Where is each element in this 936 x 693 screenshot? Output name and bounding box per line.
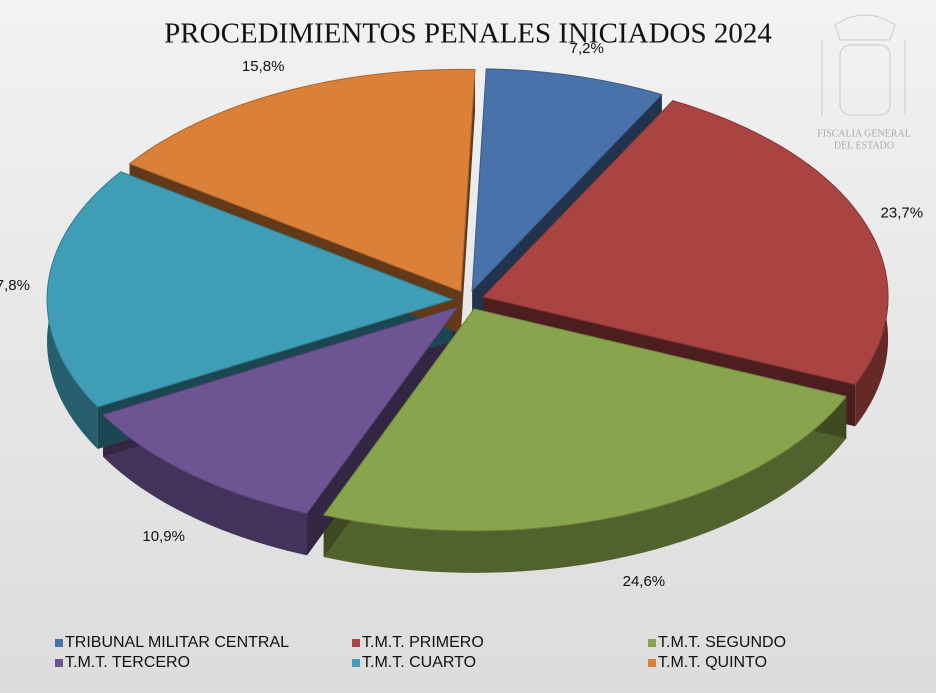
legend-label: TRIBUNAL MILITAR CENTRAL [65,634,289,651]
legend-marker [55,659,63,667]
legend-label: T.M.T. CUARTO [362,654,476,671]
legend-marker [352,639,360,647]
chart-title: PROCEDIMIENTOS PENALES INICIADOS 2024 [164,18,772,50]
logo-text: DEL ESTADO [834,140,894,151]
data-label: 7,2% [570,40,604,57]
legend-marker [648,639,656,647]
legend-marker [352,659,360,667]
slice [46,171,454,408]
legend-marker [648,659,656,667]
data-label: 24,6% [623,573,666,590]
slice [322,308,848,532]
legend-label: T.M.T. PRIMERO [362,634,484,651]
slice [482,100,889,385]
legend-label: T.M.T. SEGUNDO [658,634,786,651]
slice-wall [129,69,476,334]
slice [128,68,476,293]
logo-text: FISCALÍA GENERAL [817,127,911,139]
logo [821,14,906,116]
slice [102,306,459,514]
slice-tops [46,68,889,532]
slice-side [323,396,847,573]
data-label: 23,7% [881,205,924,222]
legend-marker [55,639,63,647]
data-label: 17,8% [0,277,30,294]
slice-side [103,414,308,556]
legend-label: T.M.T. QUINTO [658,654,767,671]
data-label: 10,9% [142,528,185,545]
legend-label: T.M.T. TERCERO [65,654,190,671]
data-label: 15,8% [242,58,285,75]
slice [471,68,663,293]
